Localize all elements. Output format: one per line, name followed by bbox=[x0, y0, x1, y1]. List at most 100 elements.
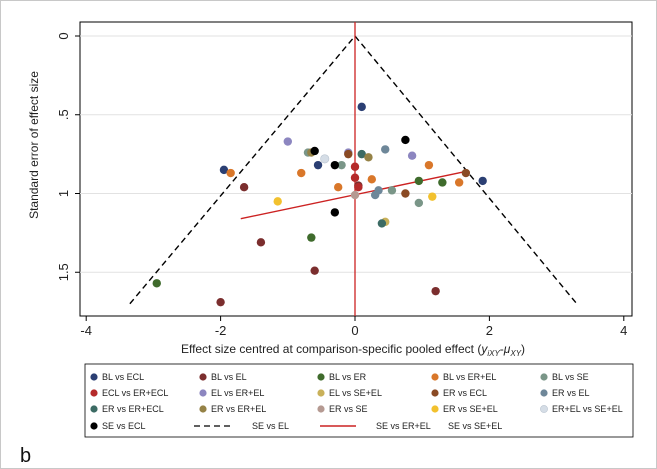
legend-label: ECL vs ER+ECL bbox=[102, 388, 168, 398]
data-point bbox=[216, 297, 225, 307]
legend-marker bbox=[90, 389, 98, 397]
legend-marker bbox=[199, 373, 207, 381]
data-point bbox=[219, 165, 229, 175]
data-point bbox=[330, 208, 340, 217]
data-point bbox=[357, 149, 366, 159]
data-point bbox=[310, 146, 319, 156]
data-point bbox=[313, 160, 323, 170]
data-point bbox=[438, 178, 447, 187]
data-point bbox=[387, 186, 397, 195]
data-point bbox=[454, 178, 464, 187]
data-marks bbox=[129, 22, 578, 316]
data-point bbox=[256, 238, 266, 247]
x-axis-label-sub1: iXY bbox=[487, 349, 500, 358]
data-point bbox=[350, 190, 360, 200]
legend-marker bbox=[317, 405, 325, 413]
data-point bbox=[350, 173, 360, 182]
y-tick-label: 1 bbox=[56, 190, 71, 197]
legend-marker bbox=[317, 373, 325, 381]
data-point bbox=[424, 160, 434, 170]
legend-marker bbox=[540, 389, 548, 397]
x-tick-label: 4 bbox=[620, 323, 627, 338]
x-tick-label: 2 bbox=[486, 323, 493, 338]
legend-label: SE vs ER+EL bbox=[376, 421, 431, 431]
legend-marker bbox=[90, 373, 98, 381]
legend: BL vs ECL BL vs EL BL vs ER BL vs ER+EL BL v… bbox=[84, 363, 634, 438]
legend-marker bbox=[90, 405, 98, 413]
data-point bbox=[283, 137, 292, 146]
data-point bbox=[367, 175, 376, 184]
data-point bbox=[307, 233, 316, 242]
x-axis-label-sub2: XY bbox=[509, 349, 521, 358]
x-tick-label: -2 bbox=[215, 323, 227, 338]
data-point bbox=[357, 102, 366, 112]
data-point bbox=[377, 219, 387, 228]
legend-label: SE vs EL bbox=[252, 421, 289, 431]
y-tick-label: .5 bbox=[56, 109, 71, 120]
x-axis-label-text: Effect size centred at comparison-specif… bbox=[181, 342, 481, 356]
data-point bbox=[310, 266, 319, 275]
data-point bbox=[354, 183, 363, 192]
data-point bbox=[428, 192, 437, 201]
legend-marker bbox=[540, 405, 548, 413]
legend-label: ER vs EL bbox=[552, 388, 590, 398]
data-point bbox=[478, 176, 487, 186]
data-point bbox=[273, 197, 282, 206]
data-point bbox=[374, 186, 383, 195]
y-tick-label: 0 bbox=[56, 32, 71, 39]
panel-label: b bbox=[20, 445, 31, 467]
x-tick-label: 0 bbox=[351, 323, 358, 338]
legend-label: EL vs SE+EL bbox=[329, 388, 382, 398]
data-point bbox=[350, 162, 360, 171]
legend-label: BL vs ER bbox=[329, 372, 367, 382]
legend-label: ER vs ER+ECL bbox=[102, 404, 164, 414]
legend-marker bbox=[431, 405, 439, 413]
data-point bbox=[344, 149, 353, 159]
data-point bbox=[381, 145, 390, 154]
data-point bbox=[431, 286, 440, 296]
data-point bbox=[239, 183, 249, 192]
data-point bbox=[330, 160, 340, 170]
legend-label: BL vs ER+EL bbox=[443, 372, 496, 382]
legend-label: EL vs ER+EL bbox=[211, 388, 264, 398]
x-tick-label: -4 bbox=[80, 323, 92, 338]
data-point bbox=[401, 189, 410, 198]
y-axis-label: Standard error of effect size bbox=[27, 71, 41, 219]
axes: -4 -2 0 2 4 0 .5 1 1.5 bbox=[56, 32, 627, 338]
data-point bbox=[297, 168, 306, 178]
pseudo-ci-funnel bbox=[129, 34, 578, 305]
legend-marker bbox=[199, 389, 207, 397]
x-axis-label: Effect size centred at comparison-specif… bbox=[181, 342, 525, 358]
data-point bbox=[414, 176, 424, 186]
legend-marker bbox=[431, 373, 439, 381]
legend-marker bbox=[431, 389, 439, 397]
legend-label: BL vs ECL bbox=[102, 372, 144, 382]
data-point bbox=[226, 168, 235, 178]
legend-label: ER vs ECL bbox=[443, 388, 487, 398]
data-point bbox=[337, 160, 346, 170]
x-axis-label-close: ) bbox=[521, 342, 525, 356]
legend-label: ER+EL vs SE+EL bbox=[552, 404, 623, 414]
x-axis-label-mu: μ bbox=[503, 342, 511, 356]
x-axis-label-dash: - bbox=[500, 342, 504, 356]
data-point bbox=[364, 153, 373, 162]
data-point bbox=[334, 183, 343, 192]
x-axis-label-formula: y bbox=[480, 342, 488, 356]
legend-label: SE vs SE+EL bbox=[448, 421, 502, 431]
data-point bbox=[414, 198, 424, 208]
data-point bbox=[407, 151, 417, 160]
legend-label: BL vs EL bbox=[211, 372, 247, 382]
data-point bbox=[152, 279, 161, 288]
legend-label: ER vs SE bbox=[329, 404, 368, 414]
legend-label: ER vs SE+EL bbox=[443, 404, 498, 414]
legend-label: ER vs ER+EL bbox=[211, 404, 266, 414]
legend-marker bbox=[199, 405, 207, 413]
legend-label: BL vs SE bbox=[552, 372, 589, 382]
data-point bbox=[401, 135, 410, 145]
legend-marker bbox=[317, 389, 325, 397]
legend-marker bbox=[540, 373, 548, 381]
data-point bbox=[320, 154, 330, 164]
legend-marker bbox=[90, 422, 98, 430]
y-tick-label: 1.5 bbox=[56, 263, 71, 281]
